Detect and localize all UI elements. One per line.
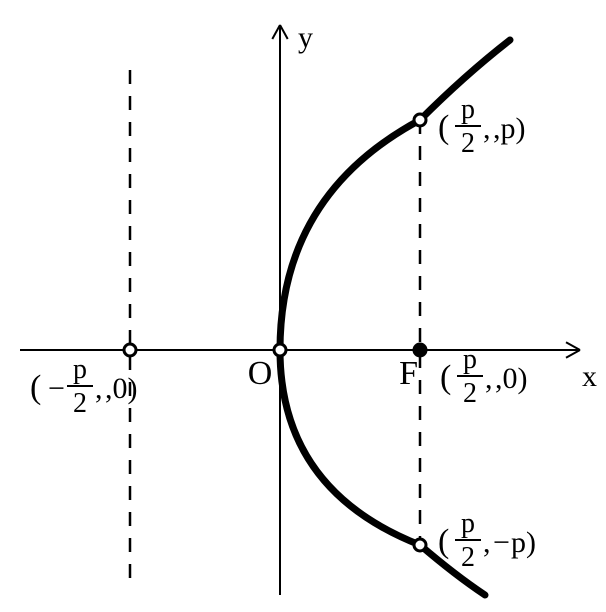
svg-text:p: p — [461, 508, 475, 539]
svg-text:p): p) — [511, 526, 536, 559]
svg-text:2: 2 — [461, 542, 475, 573]
directrix-on-axis-marker — [124, 344, 136, 356]
svg-text:,0): ,0) — [495, 362, 528, 395]
focus-letter: F — [399, 355, 418, 392]
origin-marker — [274, 344, 286, 356]
latus-bottom-label: ( p2,−p) — [438, 508, 536, 573]
svg-text:(: ( — [440, 359, 451, 396]
latus-top-label: ( p2,,p) — [438, 94, 526, 159]
svg-text:(: ( — [30, 369, 41, 406]
svg-text:2: 2 — [461, 128, 475, 159]
svg-text:,: , — [483, 526, 491, 559]
svg-text:,p): ,p) — [493, 112, 526, 145]
svg-text:p: p — [73, 354, 87, 385]
directrix-point-label: (−p2,,0) — [30, 354, 138, 419]
x-axis-label: x — [582, 360, 597, 393]
svg-text:,: , — [483, 112, 491, 145]
y-axis-label: y — [298, 21, 313, 54]
svg-text:,: , — [95, 372, 103, 405]
svg-text:p: p — [463, 344, 477, 375]
latus-bottom-marker — [414, 539, 426, 551]
parabola-lower — [280, 350, 485, 595]
svg-text:(: ( — [438, 109, 449, 146]
focus-point-label: ( p2,,0) — [440, 344, 528, 409]
svg-text:2: 2 — [463, 378, 477, 409]
svg-text:(: ( — [438, 523, 449, 560]
svg-text:,: , — [485, 362, 493, 395]
origin-label: O — [248, 355, 273, 392]
parabola-upper — [280, 40, 510, 350]
latus-top-marker — [414, 114, 426, 126]
svg-text:2: 2 — [73, 388, 87, 419]
svg-text:p: p — [461, 94, 475, 125]
parabola-diagram: yxOF(−p2,,0)(p2,,0)(p2,,p)(p2,−p) — [0, 0, 606, 612]
svg-text:−: − — [493, 526, 510, 559]
svg-text:,0): ,0) — [105, 372, 138, 405]
svg-text:−: − — [48, 372, 65, 405]
